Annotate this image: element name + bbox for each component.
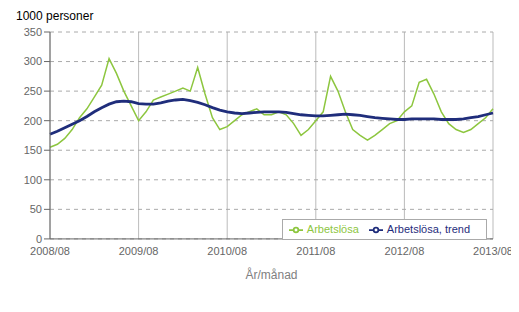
svg-text:350: 350: [24, 26, 42, 38]
svg-text:2008/08: 2008/08: [30, 245, 70, 257]
svg-text:200: 200: [24, 115, 42, 127]
svg-text:År/månad: År/månad: [245, 267, 297, 282]
html-text:Arbetslösa, trend: Arbetslösa, trend: [386, 222, 470, 235]
svg-text:2012/08: 2012/08: [385, 245, 425, 257]
svg-text:50: 50: [30, 203, 42, 215]
html-text:Arbetslösa: Arbetslösa: [306, 222, 359, 235]
svg-text:300: 300: [24, 55, 42, 67]
svg-text:2011/08: 2011/08: [296, 245, 335, 257]
svg-text:2009/08: 2009/08: [119, 245, 159, 257]
svg-text:150: 150: [24, 144, 42, 156]
html-text:1000 personer: 1000 personer: [16, 9, 94, 23]
svg-text:2010/08: 2010/08: [207, 245, 247, 257]
svg-text:0: 0: [36, 233, 42, 245]
svg-text:2013/08: 2013/08: [473, 245, 511, 257]
svg-text:100: 100: [24, 174, 42, 186]
svg-text:250: 250: [24, 85, 42, 97]
